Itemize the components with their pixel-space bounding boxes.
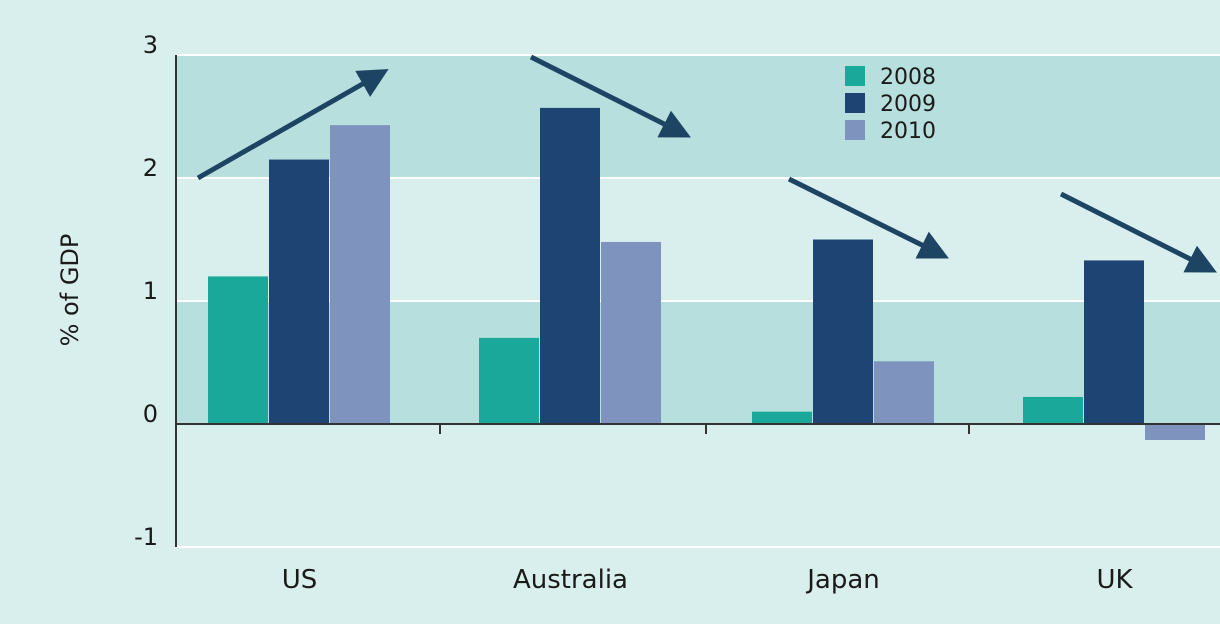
- trend-arrow-australia: [529, 54, 691, 138]
- x-tick-label: Australia: [513, 565, 628, 595]
- trend-arrows: [196, 54, 1217, 273]
- bar-2010-us: [330, 125, 390, 425]
- bar-2009-us: [269, 159, 329, 425]
- legend-label: 2010: [880, 119, 936, 144]
- legend-label: 2009: [880, 92, 936, 117]
- bars: [208, 107, 1205, 440]
- bar-2008-uk: [1023, 396, 1083, 424]
- x-axis-ticks: [439, 424, 970, 434]
- trend-arrow-japan: [787, 176, 949, 259]
- legend-label: 2008: [880, 65, 936, 90]
- bar-2010-australia: [601, 241, 661, 424]
- y-axis-label: % of GDP: [56, 234, 84, 347]
- y-tick-label: 0: [143, 400, 158, 428]
- x-tick-label: UK: [1096, 565, 1133, 595]
- y-tick-label: -1: [134, 523, 158, 551]
- bar-2008-japan: [752, 411, 812, 424]
- bar-2008-australia: [479, 337, 539, 424]
- bar-2010-uk: [1145, 424, 1205, 440]
- x-tick-label: US: [282, 565, 318, 595]
- y-tick-label: 2: [143, 154, 158, 182]
- bar-2008-us: [208, 276, 268, 424]
- y-tick-label: 3: [143, 31, 158, 59]
- trend-arrow-uk: [1059, 191, 1217, 273]
- bar-2009-uk: [1084, 260, 1144, 424]
- y-axis-ticks: -1 0 1 2 3: [134, 31, 158, 551]
- legend-swatch: [845, 120, 865, 140]
- bar-2010-japan: [874, 361, 934, 424]
- bar-2009-japan: [813, 239, 873, 424]
- trend-arrow-us: [196, 69, 389, 181]
- y-tick-label: 1: [143, 277, 158, 305]
- x-axis-labels: US Australia Japan UK: [282, 565, 1134, 595]
- legend-swatch: [845, 93, 865, 113]
- legend-swatch: [845, 66, 865, 86]
- x-tick-label: Japan: [805, 565, 880, 595]
- bar-2009-australia: [540, 107, 600, 424]
